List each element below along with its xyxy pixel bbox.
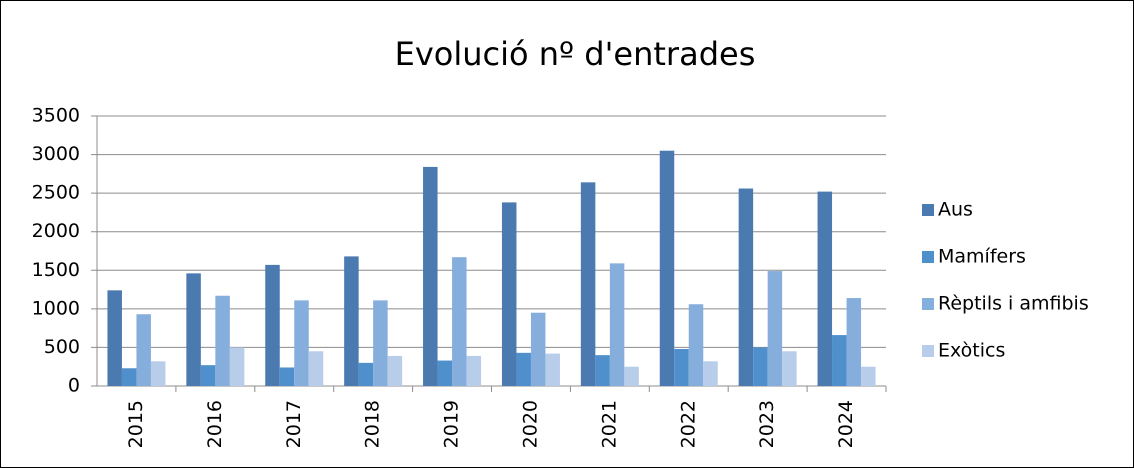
bar <box>452 257 467 386</box>
bar <box>107 290 122 386</box>
bar <box>229 347 245 386</box>
bar <box>580 182 596 386</box>
bar <box>279 367 295 386</box>
bar <box>738 188 754 386</box>
bar <box>387 355 403 386</box>
legend-label: Rèptils i amfibis <box>938 293 1089 315</box>
bar <box>595 355 610 386</box>
y-tick-label: 500 <box>44 336 80 358</box>
bar <box>136 314 151 386</box>
legend-swatch <box>922 298 934 310</box>
x-tick-label: 2017 <box>283 400 305 448</box>
x-tick-label: 2023 <box>756 400 778 448</box>
bar <box>688 304 704 386</box>
bar <box>308 351 324 386</box>
bar <box>501 202 517 386</box>
bar <box>861 366 876 386</box>
bar <box>674 348 689 386</box>
y-tick-label: 3000 <box>32 143 80 165</box>
legend-label: Exòtics <box>938 340 1005 362</box>
bar <box>753 347 768 386</box>
bar <box>373 300 388 386</box>
x-tick-label: 2022 <box>677 400 699 448</box>
legend-swatch <box>922 345 934 357</box>
y-tick-label: 1500 <box>32 259 80 281</box>
bar <box>782 351 797 386</box>
x-tick-label: 2015 <box>125 400 147 448</box>
bar <box>215 295 230 386</box>
x-tick-label: 2020 <box>519 400 541 448</box>
x-tick-label: 2016 <box>204 400 226 448</box>
bar <box>767 271 783 386</box>
y-tick-label: 2500 <box>32 182 80 204</box>
bar <box>846 298 862 386</box>
bar <box>516 352 531 386</box>
x-tick-label: 2018 <box>362 400 384 448</box>
bar <box>609 263 625 386</box>
legend-swatch <box>922 251 934 263</box>
y-tick-label: 1000 <box>32 297 80 319</box>
legend-label: Mamífers <box>938 246 1026 268</box>
bar <box>150 361 166 386</box>
bar <box>466 355 482 386</box>
bar <box>437 360 453 386</box>
x-tick-label: 2019 <box>441 400 463 448</box>
x-tick-label: 2021 <box>598 400 620 448</box>
bar <box>624 366 639 386</box>
legend-swatch <box>922 204 934 216</box>
y-tick-label: 0 <box>68 375 80 397</box>
bar <box>344 256 359 386</box>
bar <box>703 361 718 386</box>
bar <box>832 335 847 386</box>
bar <box>121 368 137 386</box>
bar <box>265 264 280 386</box>
bar <box>358 362 374 386</box>
bar <box>530 312 546 386</box>
y-tick-label: 3500 <box>32 105 80 127</box>
bar <box>186 273 201 386</box>
legend-label: Aus <box>938 199 973 221</box>
y-tick-label: 2000 <box>32 220 80 242</box>
bar <box>200 365 216 386</box>
bar <box>659 150 675 386</box>
bar <box>817 191 833 386</box>
chart-title: Evolució nº d'entrades <box>395 35 756 73</box>
bar <box>545 353 560 386</box>
bar <box>294 300 309 386</box>
x-tick-label: 2024 <box>835 400 857 448</box>
bar <box>423 166 438 386</box>
